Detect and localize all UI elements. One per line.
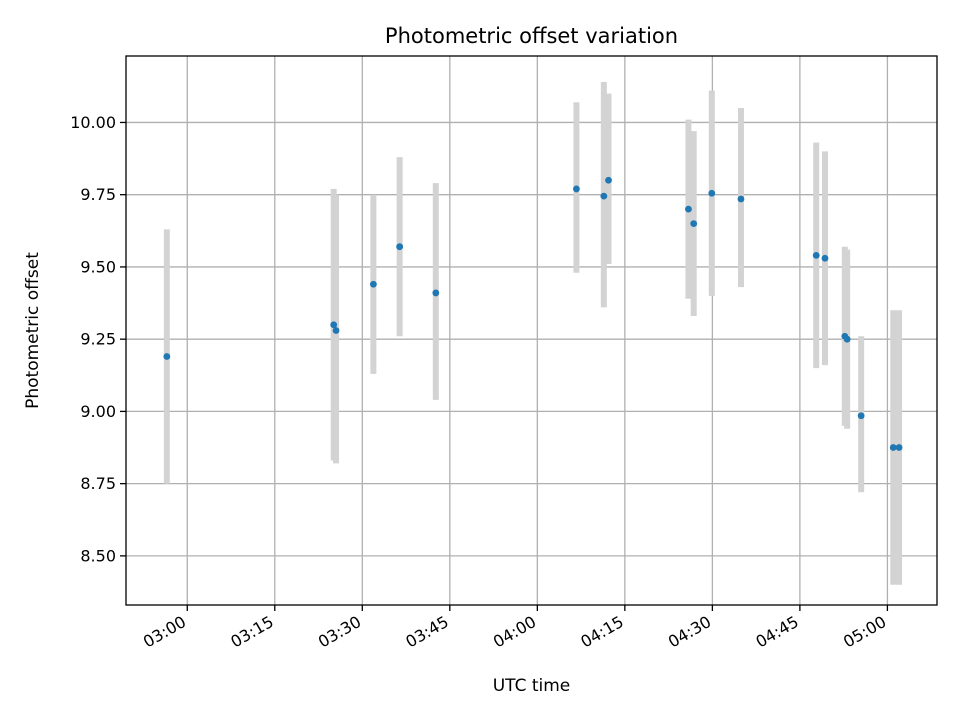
data-point: [895, 444, 903, 451]
y-tick-label: 10.00: [70, 113, 116, 132]
data-point: [685, 205, 692, 213]
data-point: [573, 185, 580, 193]
data-point: [369, 280, 377, 288]
y-tick-label: 9.25: [80, 330, 116, 349]
y-axis: 8.50 8.75 9.00 9.25 9.50 9.75 10.00: [70, 113, 126, 565]
y-axis-title: Photometric offset: [23, 252, 43, 409]
data-point: [396, 243, 404, 251]
data-point: [857, 412, 865, 420]
data-point: [690, 220, 698, 227]
y-tick-label: 8.50: [80, 546, 116, 565]
y-tick-label: 8.75: [80, 474, 116, 493]
y-tick-label: 9.00: [80, 402, 116, 421]
data-point: [812, 251, 820, 259]
data-point: [605, 176, 612, 184]
plot-frame: [125, 55, 938, 606]
data-point: [821, 254, 829, 262]
data-point: [737, 195, 745, 203]
y-tick-label: 9.75: [80, 185, 116, 204]
data-points: [163, 176, 903, 451]
y-tick-label: 9.50: [80, 257, 116, 276]
x-axis-title: UTC time: [493, 676, 571, 696]
data-point: [708, 189, 716, 197]
data-point: [600, 192, 608, 200]
data-point: [843, 335, 851, 343]
data-point: [889, 444, 897, 451]
data-point: [332, 327, 340, 334]
chart-title: Photometric offset variation: [385, 24, 678, 48]
data-point: [432, 289, 440, 297]
grid: [126, 56, 937, 605]
data-point: [163, 353, 171, 360]
data-point: [330, 321, 338, 329]
